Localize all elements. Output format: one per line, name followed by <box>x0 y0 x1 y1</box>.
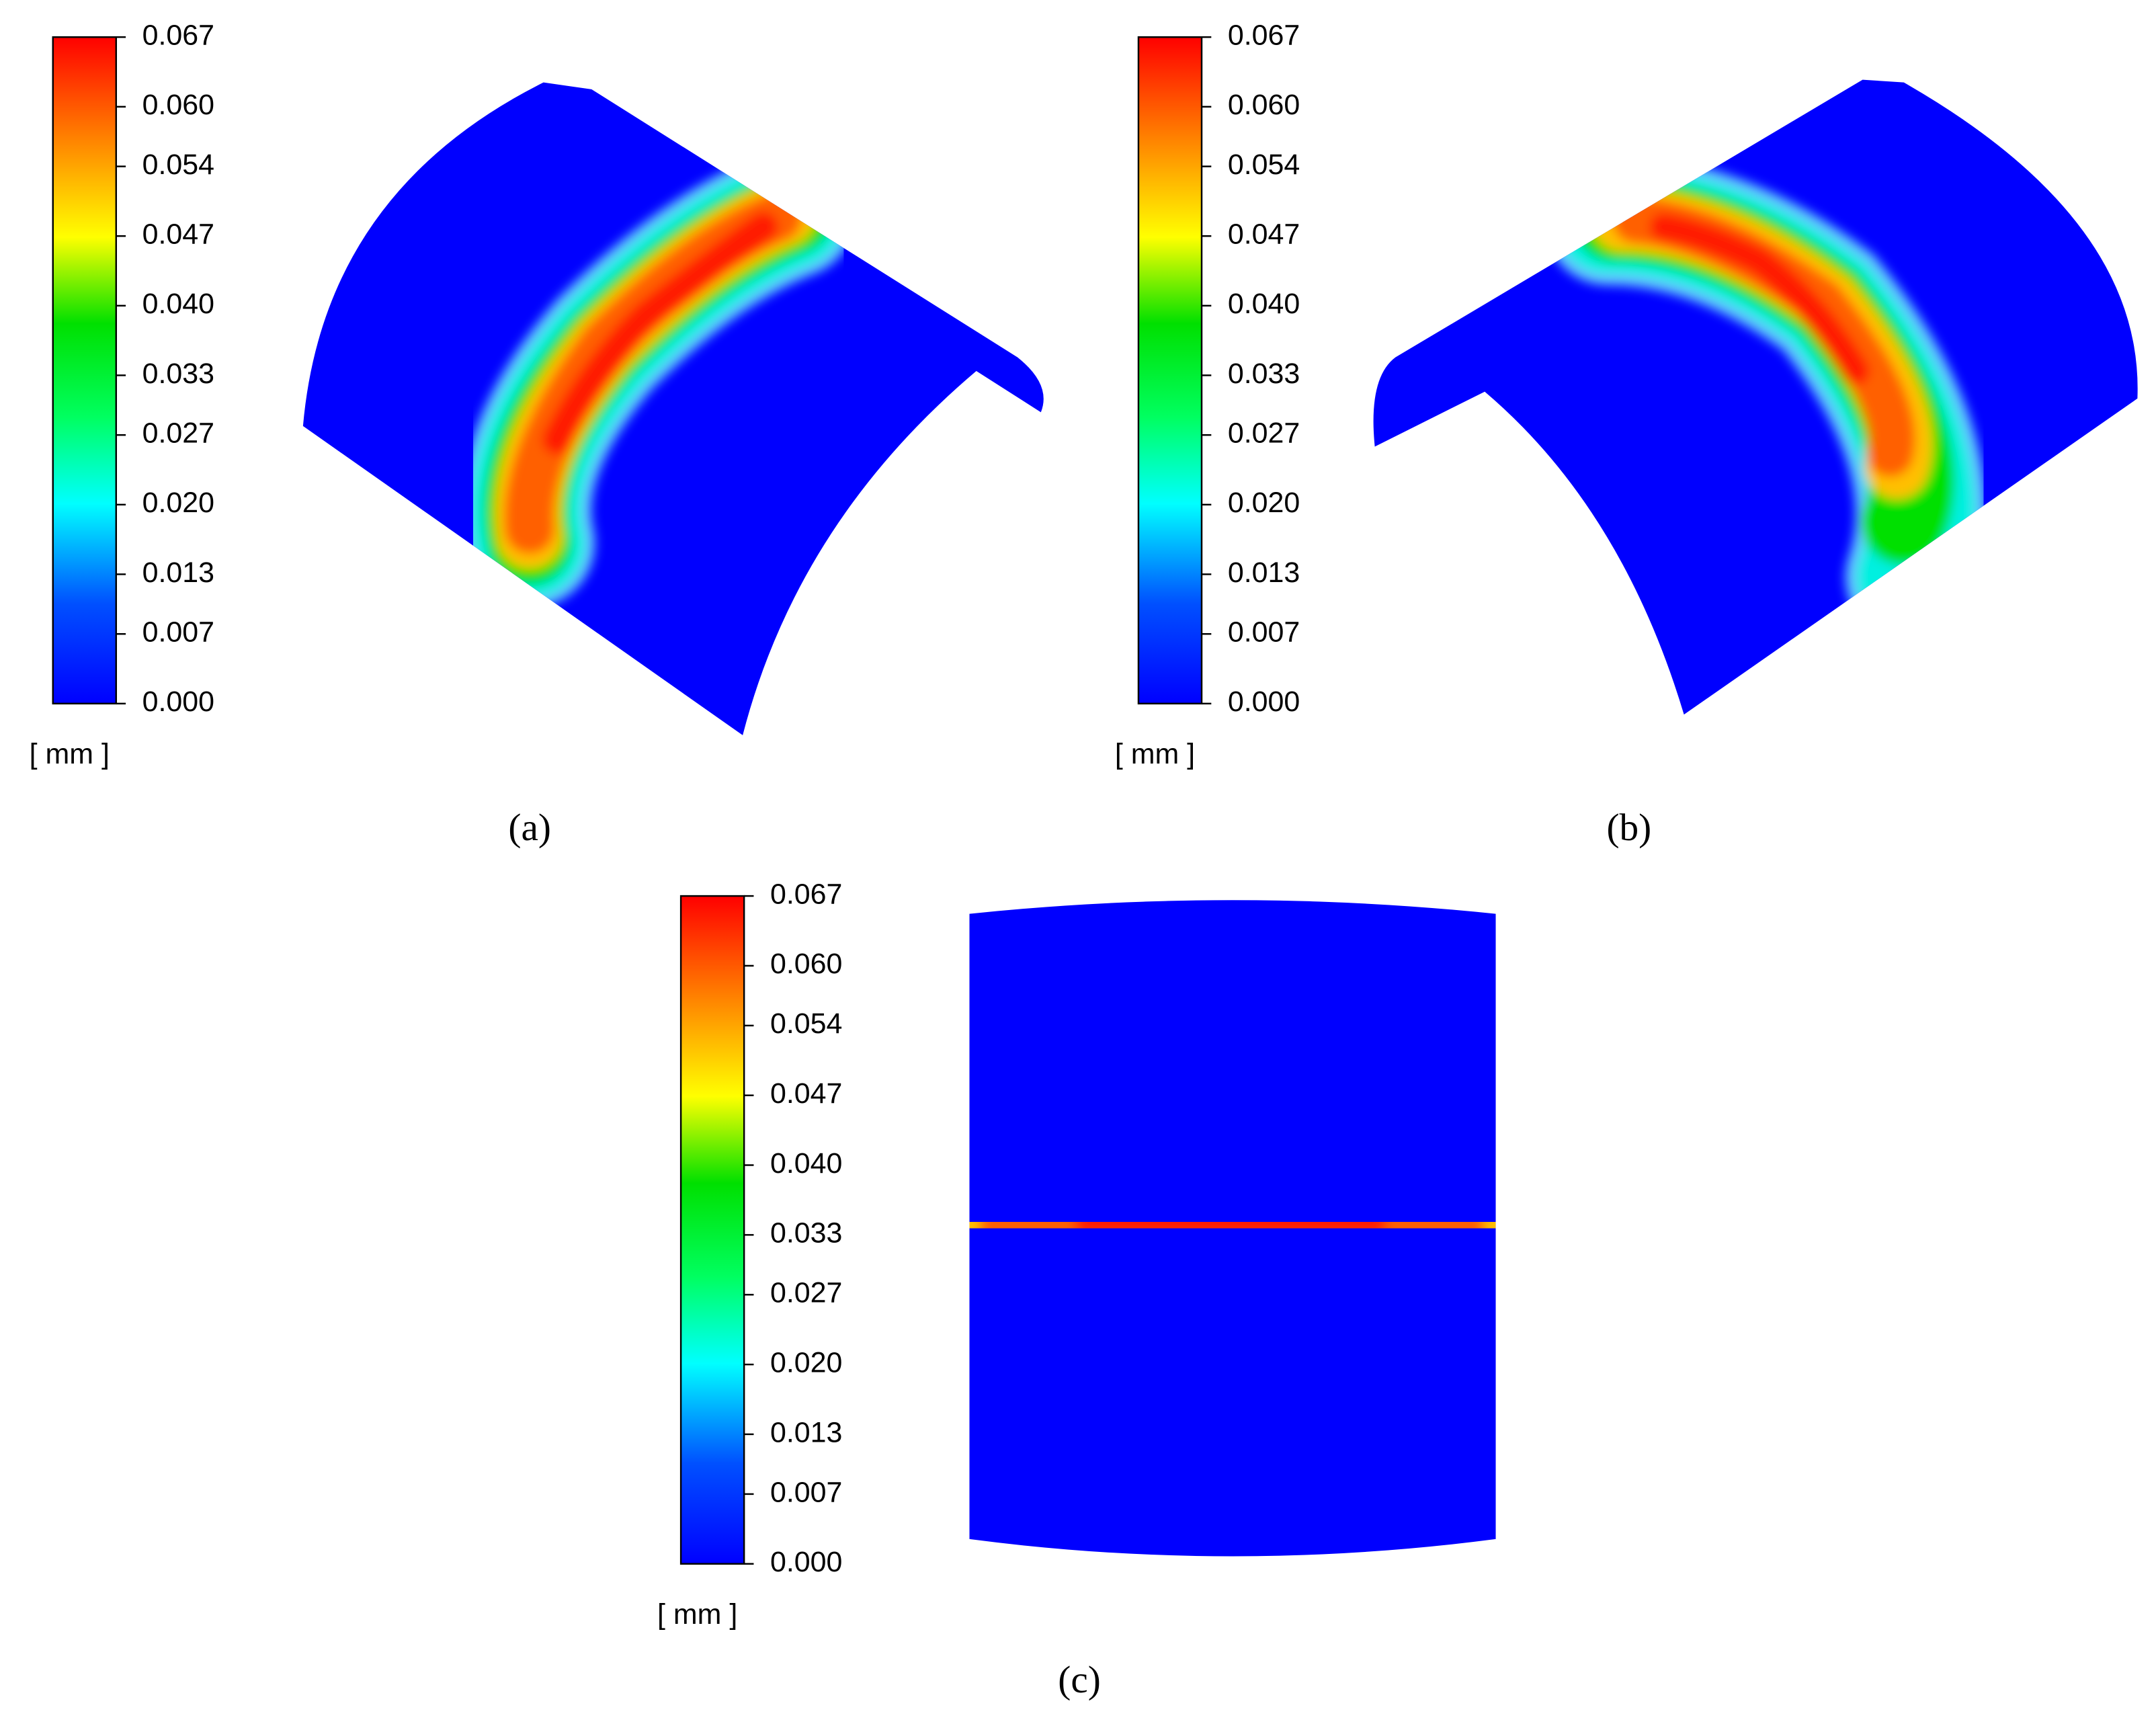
colorbar-tick-label: 0.020 <box>1228 487 1300 519</box>
panel-label: (a) <box>508 807 551 849</box>
colorbar-tick-label: 0.060 <box>770 948 842 980</box>
colorbar <box>1137 36 1203 705</box>
colorbar <box>679 895 745 1565</box>
colorbar-unit: [ mm ] <box>1115 738 1195 770</box>
colorbar-tick-label: 0.054 <box>142 149 214 181</box>
colorbar-tick-label: 0.007 <box>770 1476 842 1508</box>
colorbar-tick-label: 0.000 <box>1228 686 1300 718</box>
colorbar-tick-label: 0.000 <box>770 1546 842 1578</box>
colorbar-tick-label: 0.047 <box>770 1077 842 1110</box>
colorbar-tick-label: 0.013 <box>1228 557 1300 589</box>
colorbar-tick-label: 0.054 <box>1228 149 1300 181</box>
colorbar-tick-label: 0.007 <box>1228 616 1300 649</box>
colorbar-unit: [ mm ] <box>657 1598 737 1631</box>
colorbar-tick-label: 0.007 <box>142 616 214 649</box>
colorbar-tick-label: 0.054 <box>770 1008 842 1040</box>
colorbar-unit: [ mm ] <box>30 738 110 770</box>
colorbar-tick-label: 0.013 <box>142 557 214 589</box>
colorbar <box>52 36 118 705</box>
panel-a-contour <box>302 82 1044 735</box>
colorbar-tick-label: 0.027 <box>142 417 214 450</box>
colorbar-tick-label: 0.020 <box>142 487 214 519</box>
panel-b-contour <box>1373 79 2138 715</box>
colorbar-tick-label: 0.067 <box>142 19 214 52</box>
colorbar-tick-label: 0.033 <box>142 358 214 390</box>
colorbar-tick-label: 0.067 <box>1228 19 1300 52</box>
colorbar-tick-label: 0.047 <box>1228 218 1300 251</box>
panel-c-contour <box>969 900 1496 1557</box>
colorbar-tick-label: 0.033 <box>770 1217 842 1249</box>
colorbar-tick-label: 0.013 <box>770 1416 842 1448</box>
colorbar-tick-label: 0.000 <box>142 686 214 718</box>
colorbar-tick-label: 0.027 <box>770 1277 842 1309</box>
colorbar-tick-label: 0.060 <box>142 89 214 121</box>
panel-label: (b) <box>1607 807 1652 849</box>
colorbar-tick-label: 0.060 <box>1228 89 1300 121</box>
panel-label: (c) <box>1058 1659 1101 1701</box>
colorbar-tick-label: 0.033 <box>1228 358 1300 390</box>
colorbar-tick-label: 0.047 <box>142 218 214 251</box>
colorbar-tick-label: 0.067 <box>770 878 842 910</box>
colorbar-tick-label: 0.027 <box>1228 417 1300 450</box>
colorbar-tick-label: 0.040 <box>770 1147 842 1180</box>
colorbar-tick-label: 0.040 <box>1228 288 1300 320</box>
colorbar-tick-label: 0.020 <box>770 1346 842 1379</box>
colorbar-tick-label: 0.040 <box>142 288 214 320</box>
